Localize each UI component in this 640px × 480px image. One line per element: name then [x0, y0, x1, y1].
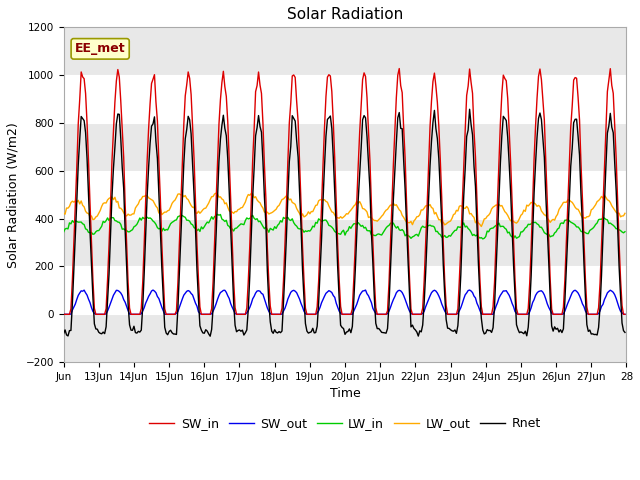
Rnet: [97, 330, 104, 336]
SW_out: [545, 304, 552, 310]
Line: LW_in: LW_in: [63, 214, 625, 239]
LW_in: [461, 224, 469, 230]
Bar: [63, 171, 627, 218]
SW_in: [60, 312, 67, 317]
LW_in: [60, 229, 67, 235]
Y-axis label: Solar Radiation (W/m2): Solar Radiation (W/m2): [7, 122, 20, 267]
LW_out: [212, 190, 220, 196]
LW_out: [461, 205, 469, 211]
Rnet: [206, 333, 214, 339]
Line: LW_out: LW_out: [63, 193, 625, 227]
LW_in: [621, 229, 629, 235]
Rnet: [350, 298, 358, 303]
SW_in: [349, 306, 356, 312]
SW_in: [621, 312, 629, 317]
LW_out: [621, 210, 629, 216]
LW_in: [547, 234, 554, 240]
Rnet: [621, 330, 629, 336]
SW_out: [79, 288, 86, 294]
LW_in: [350, 221, 358, 227]
SW_in: [396, 66, 403, 72]
Rnet: [60, 331, 67, 336]
SW_in: [97, 312, 104, 317]
Line: SW_in: SW_in: [63, 69, 625, 314]
SW_out: [97, 312, 104, 317]
Rnet: [461, 166, 469, 171]
LW_out: [97, 207, 104, 213]
LW_out: [60, 210, 67, 216]
SW_out: [621, 312, 629, 317]
LW_in: [620, 230, 627, 236]
Line: SW_out: SW_out: [63, 290, 625, 314]
Bar: [63, 266, 627, 314]
SW_out: [349, 312, 356, 317]
Legend: SW_in, SW_out, LW_in, LW_out, Rnet: SW_in, SW_out, LW_in, LW_out, Rnet: [145, 412, 546, 435]
SW_in: [461, 127, 469, 133]
LW_in: [79, 221, 86, 227]
Title: Solar Radiation: Solar Radiation: [287, 7, 403, 22]
Rnet: [620, 328, 627, 334]
X-axis label: Time: Time: [330, 387, 360, 400]
SW_out: [460, 296, 468, 302]
SW_in: [79, 74, 86, 80]
Rnet: [79, 116, 86, 121]
Bar: [63, 75, 627, 123]
LW_out: [79, 203, 86, 208]
SW_out: [466, 287, 474, 293]
SW_out: [60, 312, 67, 317]
Rnet: [547, 295, 554, 301]
LW_out: [477, 224, 485, 229]
LW_in: [97, 226, 104, 231]
SW_in: [545, 238, 552, 244]
LW_in: [214, 211, 221, 217]
LW_out: [547, 219, 554, 225]
Text: EE_met: EE_met: [75, 42, 125, 55]
SW_out: [618, 310, 626, 316]
LW_out: [620, 213, 627, 219]
LW_out: [350, 203, 358, 209]
LW_in: [479, 236, 486, 242]
SW_in: [618, 303, 626, 309]
Rnet: [466, 107, 474, 112]
Line: Rnet: Rnet: [63, 109, 625, 336]
